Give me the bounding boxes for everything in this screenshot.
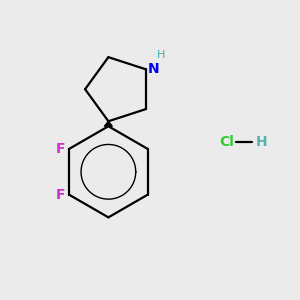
Text: H: H — [157, 50, 165, 61]
Text: F: F — [56, 188, 65, 202]
Text: Cl: Cl — [219, 135, 234, 149]
Text: F: F — [56, 142, 65, 156]
Polygon shape — [104, 121, 112, 126]
Text: H: H — [256, 135, 268, 149]
Text: N: N — [148, 62, 160, 76]
